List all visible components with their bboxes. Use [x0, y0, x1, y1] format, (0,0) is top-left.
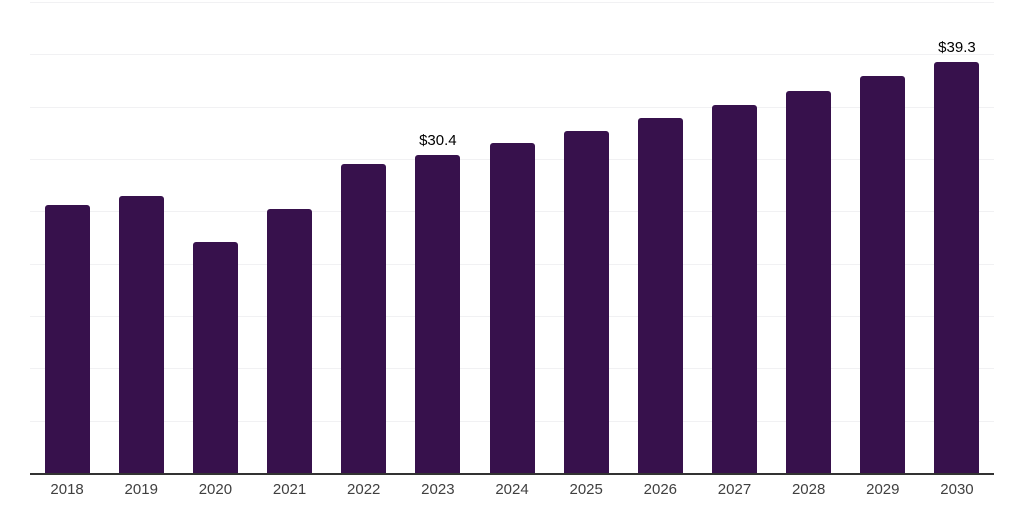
x-axis-label-2022: 2022	[347, 481, 381, 498]
bar-slot	[772, 2, 846, 473]
bar-slot	[178, 2, 252, 473]
bar-slot	[327, 2, 401, 473]
bar-2025	[563, 130, 609, 473]
x-axis-label-2023: 2023	[421, 481, 455, 498]
x-axis-label-2030: 2030	[940, 481, 974, 498]
bar-slot	[252, 2, 326, 473]
bar-slot	[697, 2, 771, 473]
gridline	[30, 54, 994, 56]
plot-area: $30.4 $39.3	[30, 2, 994, 475]
x-axis-label-2020: 2020	[198, 481, 233, 498]
bar-2018	[44, 205, 90, 473]
bar-2024	[489, 143, 535, 473]
x-axis-label-2019: 2019	[124, 481, 158, 498]
bar-slot	[475, 2, 549, 473]
bar-2030	[934, 61, 980, 473]
bar-slot	[104, 2, 178, 473]
x-axis-label-2018: 2018	[50, 481, 84, 498]
x-axis-label-2024: 2024	[495, 481, 529, 498]
bar-2020	[192, 241, 238, 473]
bar-2029	[860, 76, 906, 473]
x-axis-label-2026: 2026	[643, 481, 678, 498]
data-label-2023: $30.4	[419, 131, 457, 149]
bar-2019	[118, 195, 164, 473]
bar-2021	[267, 209, 313, 473]
bar-2027	[711, 104, 757, 473]
x-axis-label-2027: 2027	[717, 481, 752, 498]
bar-slot: $30.4	[401, 2, 475, 473]
gridline	[30, 106, 994, 108]
bar-2026	[637, 118, 683, 473]
bars: $30.4 $39.3	[30, 2, 994, 473]
bar-slot	[30, 2, 104, 473]
x-axis-label-2025: 2025	[569, 481, 603, 498]
x-axis-label-2028: 2028	[791, 481, 826, 498]
bar-slot	[846, 2, 920, 473]
bar-slot	[623, 2, 697, 473]
x-axis-label-2021: 2021	[272, 481, 307, 498]
gridline	[30, 2, 994, 3]
bar-2028	[786, 90, 832, 473]
bar-2022	[341, 164, 387, 473]
bar-slot: $39.3	[920, 2, 994, 473]
x-axis: 2018 2019 2020 2021 2022 2023 2024 2025 2026 2027…	[30, 481, 994, 498]
data-label-2030: $39.3	[938, 38, 976, 56]
bar-2023	[415, 154, 461, 473]
bar-slot	[549, 2, 623, 473]
x-axis-label-2029: 2029	[866, 481, 900, 498]
